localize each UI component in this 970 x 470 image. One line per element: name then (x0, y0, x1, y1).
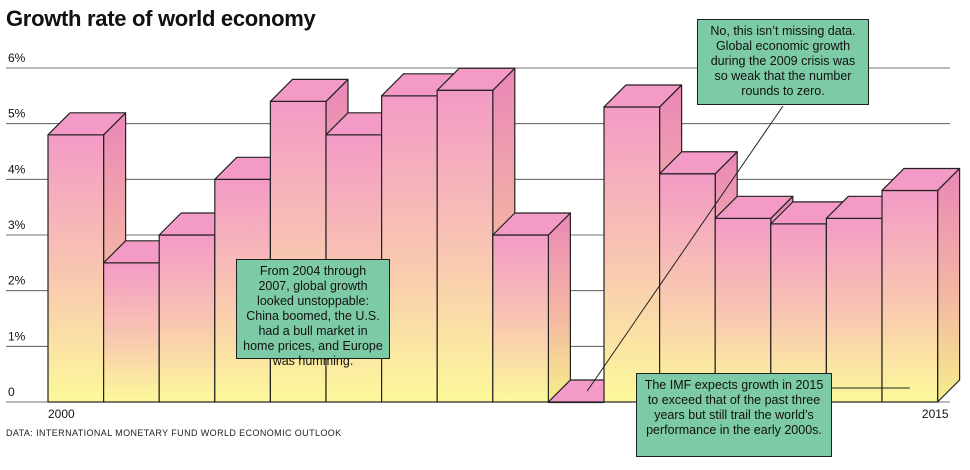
y-tick-label: 2% (8, 274, 26, 288)
bar-2015 (881, 167, 961, 403)
bar-front (881, 189, 939, 403)
bar-top (714, 195, 794, 219)
y-tick-label: 0 (8, 385, 15, 399)
bar-top (269, 78, 349, 103)
bar-side (936, 167, 961, 403)
leader-lines (586, 105, 910, 392)
bar-front (825, 217, 883, 403)
bar-2008 (492, 212, 572, 403)
y-tick-label: 3% (8, 218, 26, 232)
bar-front (158, 234, 216, 403)
bar-front (714, 217, 772, 403)
y-axis: 0 1% 2% 3% 4% 5% 6% (8, 51, 26, 399)
leader-2009 (586, 105, 784, 392)
bar-top (47, 112, 127, 136)
bars (47, 67, 961, 404)
bar-front (381, 95, 438, 403)
y-tick-label: 6% (8, 51, 26, 65)
y-tick-label: 1% (8, 329, 26, 343)
x-axis: 2000 2015 (48, 407, 949, 421)
annotation-2015: The IMF expects growth in 2015 to exceed… (636, 373, 832, 457)
data-source: DATA: INTERNATIONAL MONETARY FUND WORLD … (6, 428, 342, 438)
bar-top (881, 167, 961, 192)
bar-front (436, 89, 494, 403)
y-tick-label: 5% (8, 107, 26, 121)
bar-front (102, 262, 160, 403)
bar-top (603, 84, 683, 108)
annotation-2009: No, this isn’t missing data. Global econ… (697, 19, 869, 105)
bar-front (658, 173, 716, 403)
annotation-2004-2007: From 2004 through 2007, global growth lo… (236, 259, 390, 368)
y-tick-label: 4% (8, 162, 26, 176)
x-tick-label: 2000 (48, 407, 75, 421)
bar-side (547, 212, 572, 403)
chart-title: Growth rate of world economy (6, 6, 316, 31)
bar-top (492, 212, 572, 236)
bar-front (492, 234, 549, 403)
x-tick-label: 2015 (922, 407, 949, 421)
bar-top (658, 151, 738, 175)
bar-front (770, 223, 827, 403)
bar-front (603, 106, 661, 403)
bar-top (436, 67, 516, 91)
bar-front (47, 134, 105, 403)
